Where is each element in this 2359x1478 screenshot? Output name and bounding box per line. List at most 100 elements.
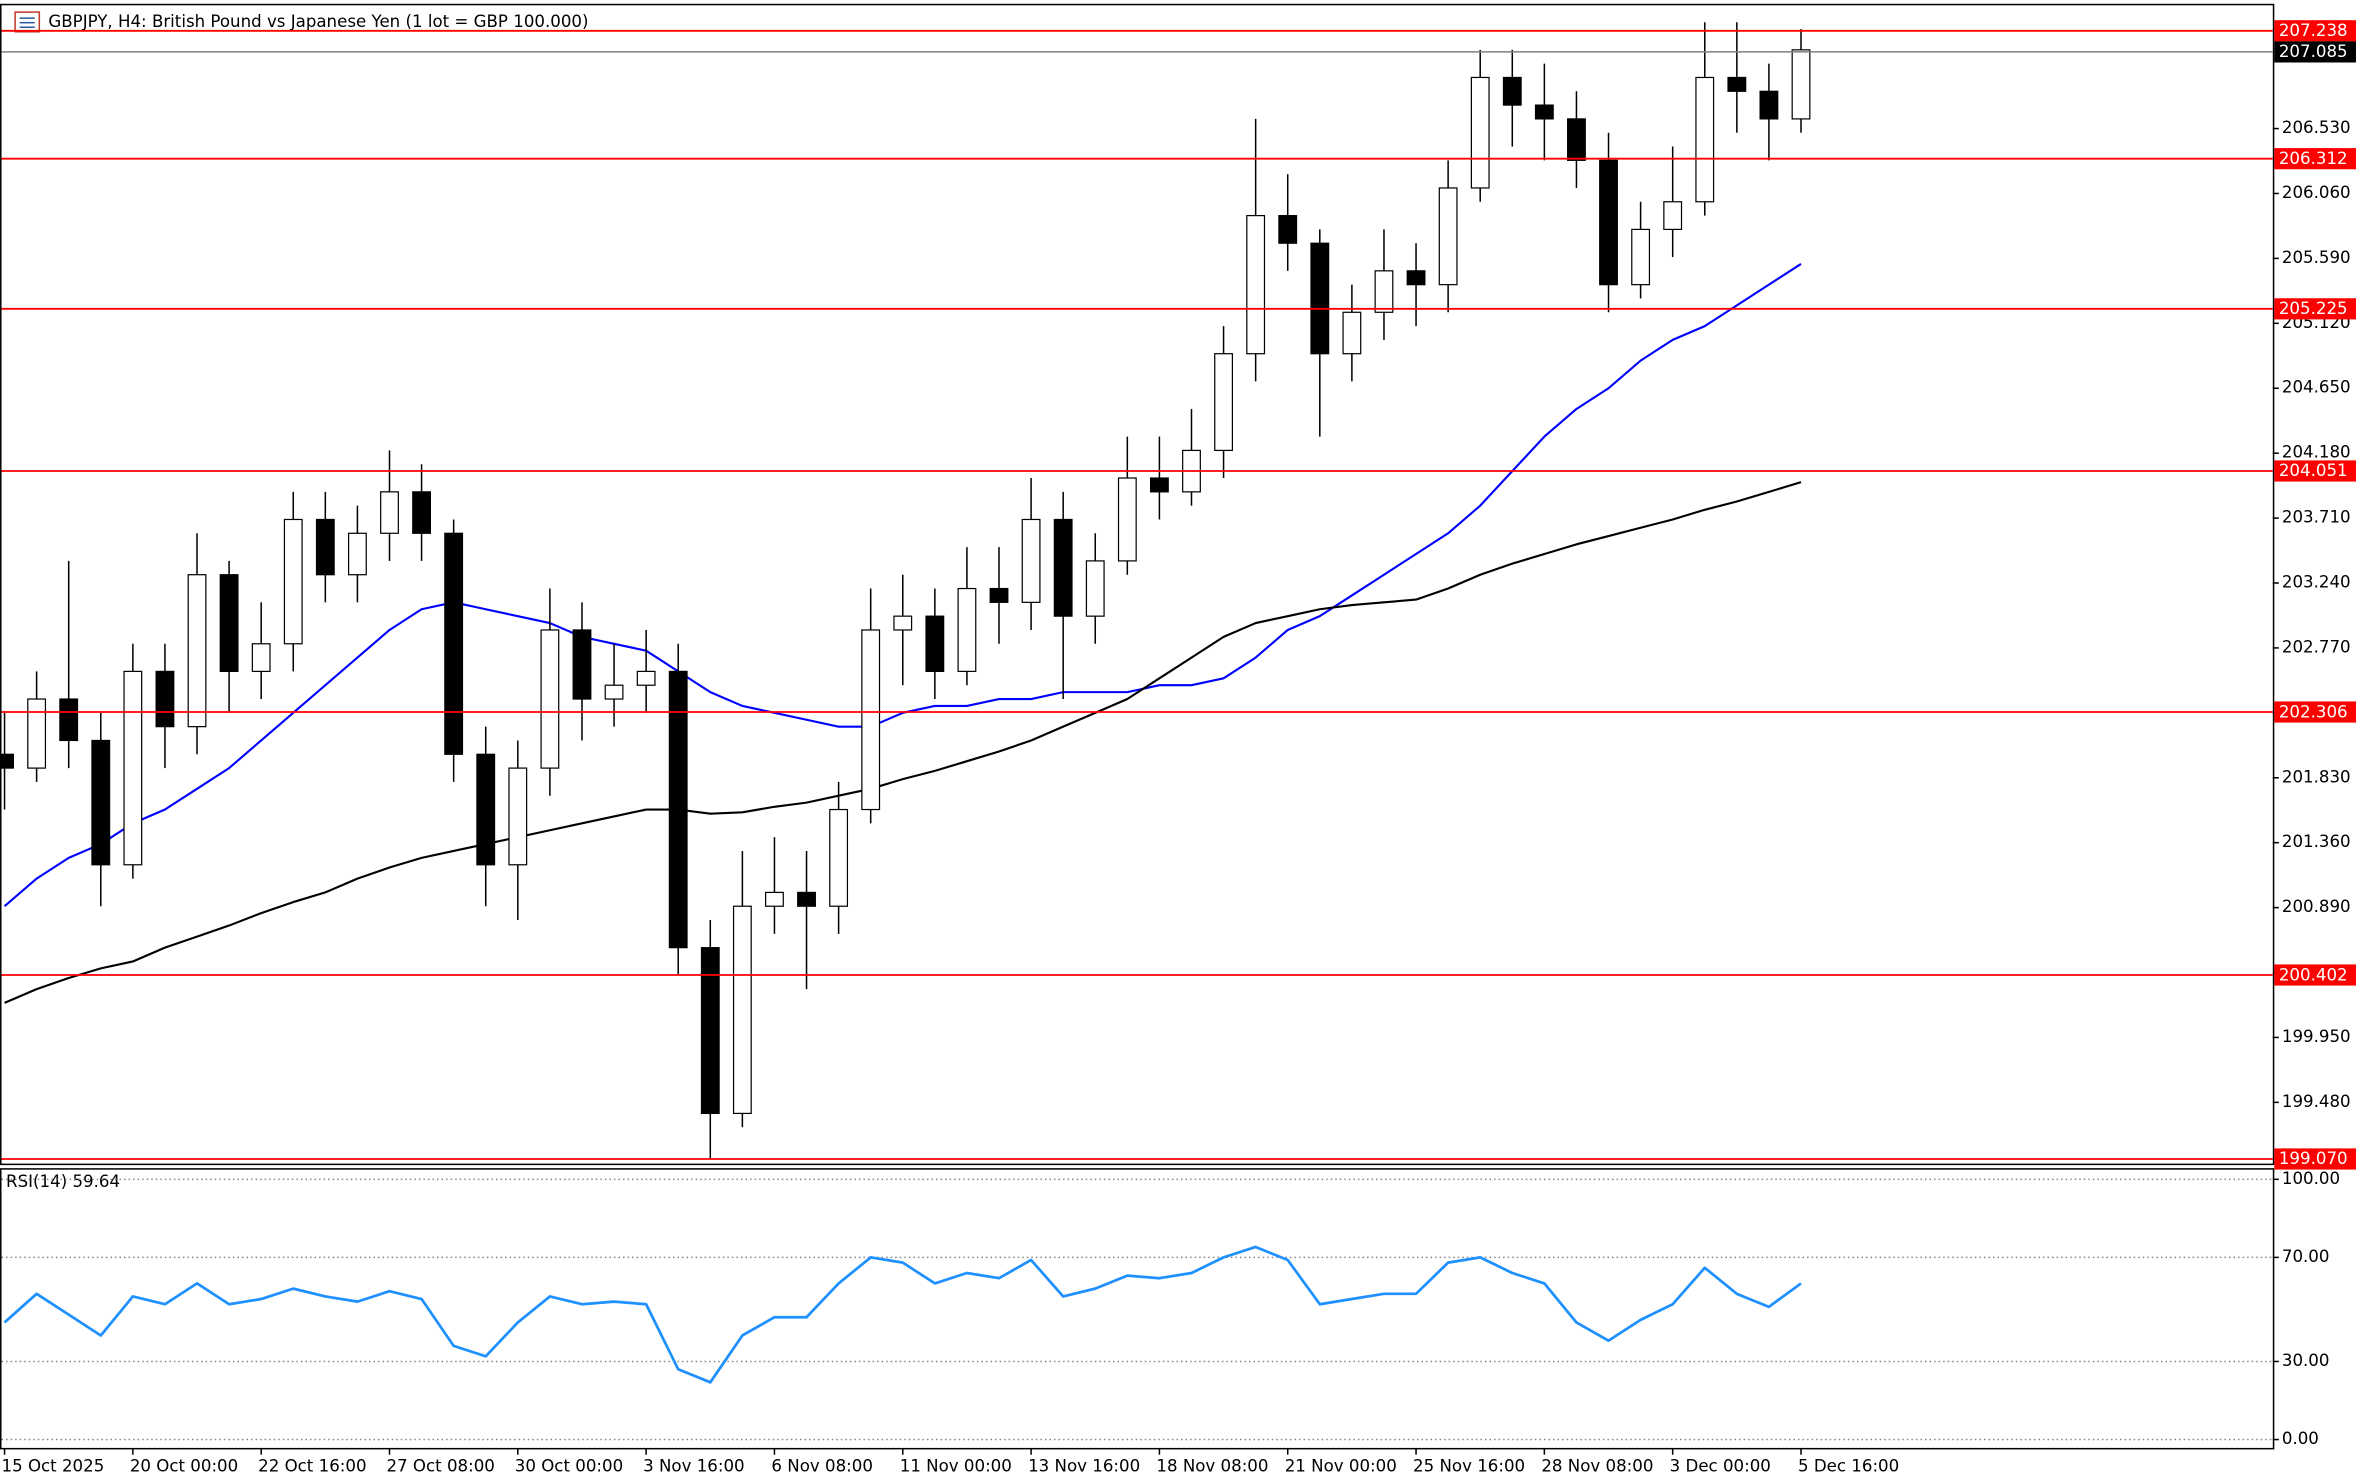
candle-body xyxy=(1374,270,1394,313)
candle-body xyxy=(829,808,849,907)
candle-body xyxy=(476,753,496,866)
candle-body xyxy=(27,698,47,769)
candle-body xyxy=(732,905,752,1115)
chart-title: GBPJPY, H4: British Pound vs Japanese Ye… xyxy=(48,12,588,31)
candle-body xyxy=(1567,118,1586,161)
x-tick-label: 11 Nov 00:00 xyxy=(900,1456,1012,1475)
candle-body xyxy=(1470,76,1490,189)
candle-body xyxy=(572,629,592,700)
x-tick-label: 22 Oct 16:00 xyxy=(258,1456,366,1475)
x-tick-label: 30 Oct 00:00 xyxy=(515,1456,623,1475)
y-tick-label: 201.360 xyxy=(2282,832,2351,851)
candle-body xyxy=(1149,477,1169,493)
candle-body xyxy=(700,947,720,1115)
y-tick-label: 204.650 xyxy=(2282,378,2351,397)
price-frame xyxy=(0,3,2275,1166)
y-tick-label: 203.240 xyxy=(2282,573,2351,592)
x-tick-label: 27 Oct 08:00 xyxy=(386,1456,494,1475)
candle-body xyxy=(1246,214,1266,355)
level-label-box xyxy=(2274,20,2356,42)
rsi-title: RSI(14) 59.64 xyxy=(6,1172,120,1191)
y-tick-label: 199.950 xyxy=(2282,1027,2351,1046)
candle-body xyxy=(1310,242,1330,355)
level-label-box xyxy=(2274,460,2356,482)
level-label: 205.225 xyxy=(2279,299,2348,318)
x-tick-label: 18 Nov 08:00 xyxy=(1156,1456,1268,1475)
x-tick-label: 28 Nov 08:00 xyxy=(1541,1456,1653,1475)
level-label-box xyxy=(2274,1148,2356,1170)
level-label-box xyxy=(2274,701,2356,723)
candle-body xyxy=(380,491,399,534)
candle-body xyxy=(1342,311,1362,355)
candle-body xyxy=(1502,76,1522,106)
candle-body xyxy=(155,670,175,728)
x-tick-label: 25 Nov 16:00 xyxy=(1413,1456,1525,1475)
level-label-box xyxy=(2274,298,2356,320)
candle-body xyxy=(1021,518,1041,603)
candle-body xyxy=(925,615,945,673)
candle-body xyxy=(347,532,367,576)
x-tick-label: 3 Dec 00:00 xyxy=(1670,1456,1771,1475)
x-tick-label: 15 Oct 2025 xyxy=(2,1456,105,1475)
candle-body xyxy=(251,643,271,673)
y-tick-label: 30.00 xyxy=(2282,1351,2330,1370)
candle-body xyxy=(1663,201,1683,231)
candle-body xyxy=(123,670,143,866)
x-tick-label: 5 Dec 16:00 xyxy=(1798,1456,1899,1475)
rsi-line xyxy=(3,1245,1802,1384)
rsi-frame xyxy=(0,1168,2275,1450)
candle-body xyxy=(989,587,1009,603)
candle-body xyxy=(957,587,977,673)
level-label: 202.306 xyxy=(2279,702,2348,721)
y-tick-label: 0.00 xyxy=(2282,1429,2319,1448)
x-tick-label: 13 Nov 16:00 xyxy=(1028,1456,1140,1475)
level-label: 200.402 xyxy=(2279,965,2348,984)
candle-body xyxy=(91,739,111,866)
y-tick-label: 206.530 xyxy=(2282,118,2351,137)
moving-average xyxy=(4,481,1802,1004)
candle-body xyxy=(283,518,303,645)
candle-body xyxy=(1214,353,1233,452)
y-tick-label: 206.060 xyxy=(2282,183,2351,202)
y-tick-label: 204.180 xyxy=(2282,443,2351,462)
candle-body xyxy=(1406,270,1426,286)
candle-body xyxy=(1759,90,1779,120)
x-tick-label: 21 Nov 00:00 xyxy=(1285,1456,1397,1475)
y-tick-label: 205.590 xyxy=(2282,248,2351,267)
last-price-box xyxy=(2274,41,2356,63)
level-label: 204.051 xyxy=(2279,461,2348,480)
candle-body xyxy=(1053,518,1073,617)
candle-body xyxy=(1278,214,1298,244)
level-label: 199.070 xyxy=(2279,1149,2348,1168)
candle-body xyxy=(893,615,913,631)
level-label: 207.238 xyxy=(2279,21,2348,40)
candle-body xyxy=(508,767,528,866)
candle-body xyxy=(765,891,784,907)
candle-body xyxy=(219,574,239,673)
x-tick-label: 3 Nov 16:00 xyxy=(643,1456,745,1475)
candle-body xyxy=(1727,76,1747,92)
y-tick-label: 201.830 xyxy=(2282,767,2351,786)
y-tick-label: 202.770 xyxy=(2282,637,2351,656)
level-label-box xyxy=(2274,964,2356,986)
y-tick-label: 199.480 xyxy=(2282,1092,2351,1111)
y-tick-label: 203.710 xyxy=(2282,508,2351,527)
candle-body xyxy=(1599,159,1618,286)
candle-body xyxy=(636,670,656,686)
candle-body xyxy=(187,574,207,728)
candle-body xyxy=(1791,49,1811,120)
candle-body xyxy=(1438,187,1458,286)
y-tick-label: 200.890 xyxy=(2282,897,2351,916)
level-label: 206.312 xyxy=(2279,149,2348,168)
candle-body xyxy=(668,670,688,949)
candle-body xyxy=(1534,104,1554,120)
candle-body xyxy=(540,629,560,769)
level-label-box xyxy=(2274,148,2356,170)
candle-body xyxy=(412,491,432,534)
y-tick-label: 70.00 xyxy=(2282,1247,2330,1266)
symbol-icon xyxy=(14,11,41,33)
candle-body xyxy=(444,532,464,755)
